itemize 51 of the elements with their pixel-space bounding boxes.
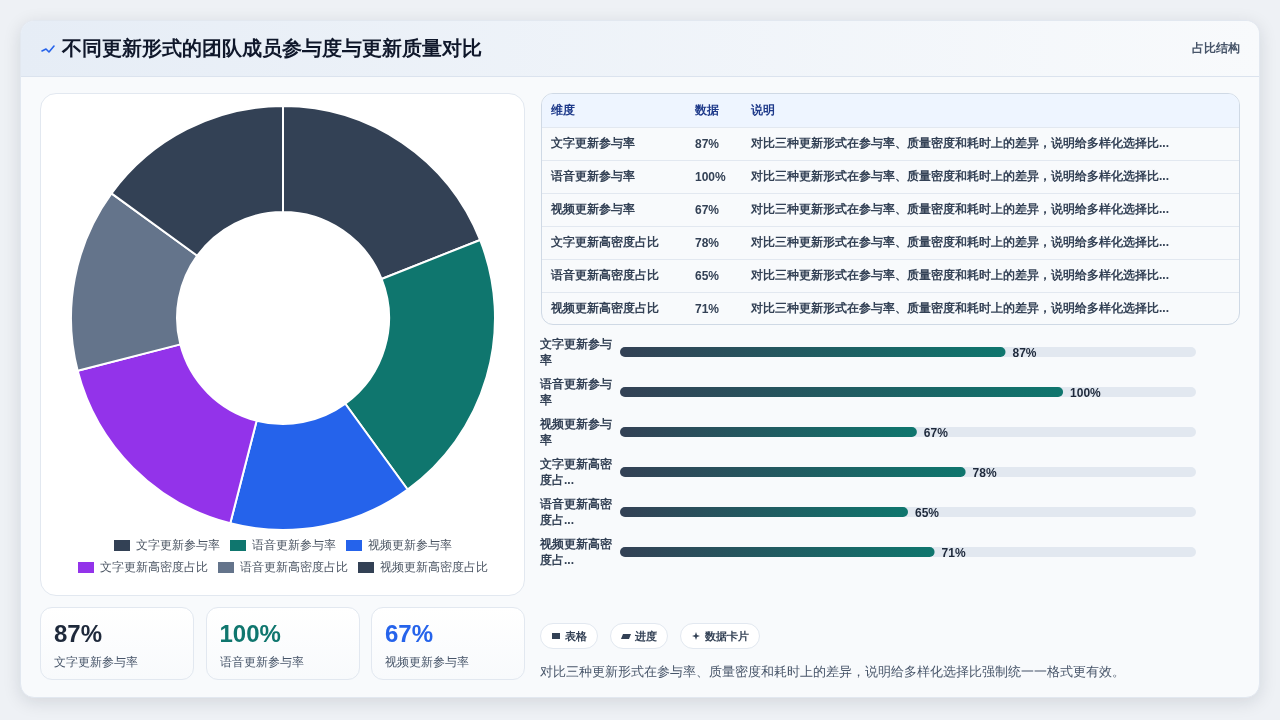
text: 视频更新参与率	[551, 202, 635, 216]
legend-label: 语音更新参与率	[252, 536, 336, 554]
data-label: 65%	[915, 505, 940, 520]
text: 100%	[219, 620, 281, 647]
category-label: 维度	[542, 94, 686, 127]
text: 语音更新参与率	[551, 169, 635, 183]
text: 占比结构	[1192, 40, 1240, 57]
category-label: 数据	[686, 94, 742, 127]
category-label: 语音更新参与率	[219, 654, 304, 671]
text: 对比三种更新形式在参与率、质量密度和耗时上的差异，说明给多样化选择比...	[751, 169, 1170, 183]
text: 视频更新高密度占比	[551, 301, 659, 316]
y-tick-label: 文字更新高密度占...	[540, 456, 613, 488]
chart-title: 不同更新形式的团队成员参与度与更新质量对比	[62, 36, 482, 61]
text: 对比三种更新形式在参与率、质量密度和耗时上的差异，说明给多样化选择比强制统一一格式更有效。	[540, 663, 1125, 681]
legend-label: 文字更新高密度占比	[100, 558, 208, 576]
text: 对比三种更新形式在参与率、质量密度和耗时上的差异，说明给多样化选择比...	[751, 301, 1170, 316]
category-label: 说明	[742, 94, 1239, 127]
text: 对比三种更新形式在参与率、质量密度和耗时上的差异，说明给多样化选择比...	[751, 202, 1170, 216]
text: 67%	[385, 620, 434, 647]
text: 对比三种更新形式在参与率、质量密度和耗时上的差异，说明给多样化选择比...	[751, 268, 1170, 282]
legend-label: 视频更新参与率	[368, 536, 452, 554]
y-tick-label: 文字更新参与率	[540, 336, 613, 368]
y-tick-label: 语音更新高密度占...	[540, 496, 613, 528]
category-label: 进度	[635, 628, 657, 644]
data-label: 71%	[941, 545, 966, 560]
data-label: 87%	[1012, 345, 1037, 360]
text: 87%	[54, 620, 103, 647]
y-tick-label: 语音更新参与率	[540, 376, 613, 408]
y-tick-label: 视频更新参与率	[540, 416, 613, 448]
y-tick-label: 视频更新高密度占...	[540, 536, 613, 568]
text: 对比三种更新形式在参与率、质量密度和耗时上的差异，说明给多样化选择比...	[751, 136, 1170, 150]
legend-label: 文字更新参与率	[136, 536, 220, 554]
text: 100%	[695, 169, 726, 184]
category-label: 视频更新参与率	[385, 654, 469, 671]
text: 87%	[695, 136, 720, 151]
text: 71%	[695, 301, 720, 316]
data-label: 100%	[1070, 385, 1102, 400]
text: 语音更新高密度占比	[551, 268, 659, 282]
legend-label: 语音更新高密度占比	[240, 558, 348, 576]
legend-label: 视频更新高密度占比	[380, 558, 488, 576]
text: 78%	[695, 235, 720, 250]
category-label: 数据卡片	[705, 628, 749, 644]
category-label: 表格	[565, 628, 587, 644]
data-label: 78%	[972, 465, 997, 480]
text: 65%	[695, 268, 720, 283]
text: 文字更新高密度占比	[551, 235, 659, 249]
text: 对比三种更新形式在参与率、质量密度和耗时上的差异，说明给多样化选择比...	[751, 235, 1170, 249]
data-label: 67%	[923, 425, 949, 440]
text: 文字更新参与率	[551, 136, 635, 150]
category-label: 文字更新参与率	[54, 654, 138, 671]
text: 67%	[695, 202, 720, 217]
